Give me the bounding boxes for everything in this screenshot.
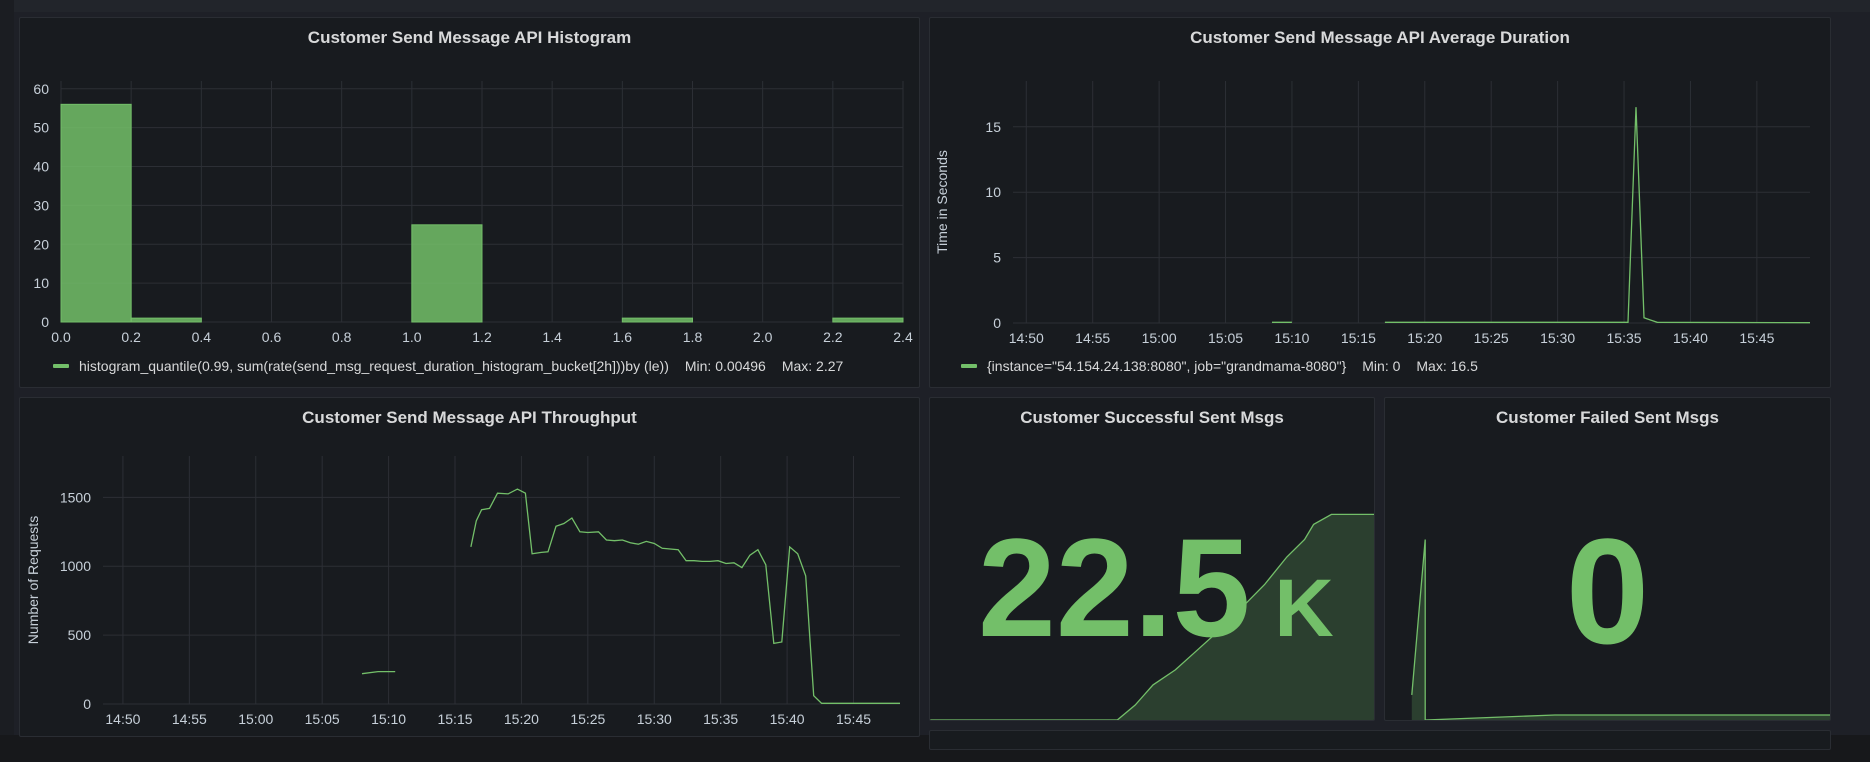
x-tick-label: 1.6 [613,329,633,345]
x-tick-label: 15:10 [1274,330,1309,346]
y-tick-label: 15 [985,119,1001,135]
x-tick-label: 0.6 [262,329,282,345]
x-tick-label: 15:35 [703,711,738,727]
stat-number: 0 [1565,507,1650,675]
x-tick-label: 15:25 [570,711,605,727]
series-color-swatch [961,364,977,368]
panel-title[interactable]: Customer Send Message API Average Durati… [1190,28,1570,47]
x-tick-label: 15:10 [371,711,406,727]
x-tick-label: 15:00 [1142,330,1177,346]
stat-value: 22.5 K [978,518,1334,658]
x-tick-label: 14:50 [1009,330,1044,346]
y-tick-label: 10 [33,275,49,291]
x-tick-label: 2.4 [893,329,913,345]
y-tick-label: 1500 [60,489,91,505]
sparkline-line [930,513,1374,720]
panel-title[interactable]: Customer Successful Sent Msgs [1020,408,1284,427]
series-line [470,488,900,704]
y-tick-label: 1000 [60,558,91,574]
avg-duration-chart: 14:50 14:55 15:00 15:05 15:10 15:15 15:20 15:25… [934,81,1811,346]
x-tick-label: 15:45 [1739,330,1774,346]
left-strip [0,0,14,762]
next-panel-edge [929,730,1831,750]
x-tick-label: 0.8 [332,329,352,345]
x-tick-label: 1.0 [402,329,422,345]
x-tick-label: 15:45 [836,711,871,727]
legend-min: Min: 0.00496 [684,358,766,374]
y-tick-label: 20 [33,236,49,252]
x-tick-label: 2.2 [823,329,843,345]
x-tick-label: 15:05 [305,711,340,727]
x-tick-label: 14:50 [105,711,140,727]
x-tick-label: 0.0 [51,329,71,345]
x-tick-label: 15:25 [1474,330,1509,346]
panel-title[interactable]: Customer Send Message API Throughput [302,408,637,427]
histogram-panel[interactable]: Customer Send Message API Histogram 0.0 0… [19,17,920,388]
histogram-chart: 0.0 0.2 0.4 0.6 0.8 1.0 1.2 1.4 1.6 1.8 2.0 2.2 2.4 0… [33,81,913,345]
successful-msgs-sparkline [930,513,1374,720]
failed-msgs-sparkline [1411,539,1830,720]
stat-number: 22.5 [978,509,1251,666]
x-tick-label: 15:15 [437,711,472,727]
legend-series-label[interactable]: {instance="54.154.24.138:8080", job="gra… [987,358,1347,374]
y-tick-label: 10 [985,184,1001,200]
x-tick-label: 1.8 [683,329,703,345]
x-tick-label: 15:40 [1673,330,1708,346]
x-tick-label: 15:20 [1407,330,1442,346]
y-axis-label: Number of Requests [25,516,41,644]
series-color-swatch [53,364,69,368]
histogram-bar [832,317,904,323]
throughput-chart: 14:50 14:55 15:00 15:05 15:10 15:15 15:20 15:25… [25,456,900,727]
legend-max: Max: 2.27 [781,358,844,374]
series-line [361,670,396,675]
x-tick-label: 15:15 [1341,330,1376,346]
successful-msgs-panel[interactable]: Customer Successful Sent Msgs 22.5 K [929,397,1375,721]
y-tick-label: 50 [33,120,49,136]
throughput-panel[interactable]: Customer Send Message API Throughput 14:… [19,397,920,737]
panel-title[interactable]: Customer Send Message API Histogram [307,28,632,47]
y-tick-label: 0 [83,696,91,712]
x-tick-label: 15:00 [238,711,273,727]
legend-min: Min: 0 [1362,358,1401,374]
stat-value: 0 [1385,516,1830,666]
x-tick-label: 1.4 [542,329,562,345]
y-tick-label: 40 [33,159,49,175]
y-tick-label: 5 [993,250,1001,266]
histogram-bar [60,103,132,323]
failed-msgs-panel[interactable]: Customer Failed Sent Msgs 0 [1384,397,1831,721]
x-tick-label: 14:55 [1075,330,1110,346]
x-tick-label: 2.0 [753,329,773,345]
x-tick-label: 15:40 [770,711,805,727]
legend-max: Max: 16.5 [1416,358,1478,374]
chart-legend[interactable]: {instance="54.154.24.138:8080", job="gra… [961,358,1478,374]
stat-unit: K [1274,563,1334,654]
panel-title[interactable]: Customer Failed Sent Msgs [1496,408,1719,427]
legend-series-label[interactable]: histogram_quantile(0.99, sum(rate(send_m… [79,358,669,374]
x-tick-label: 0.4 [192,329,212,345]
x-tick-label: 14:55 [172,711,207,727]
chart-legend[interactable]: histogram_quantile(0.99, sum(rate(send_m… [53,358,843,374]
y-tick-label: 0 [41,314,49,330]
sparkline-line [1411,539,1830,720]
y-axis-label: Time in Seconds [934,150,950,254]
x-tick-label: 1.2 [472,329,492,345]
series-line [1384,107,1811,324]
histogram-bar [130,317,202,323]
x-tick-label: 15:05 [1208,330,1243,346]
x-tick-label: 15:35 [1607,330,1642,346]
y-tick-label: 60 [33,81,49,97]
sparkline-area [930,514,1374,720]
top-bar [0,0,1870,12]
y-tick-label: 500 [68,627,92,643]
x-tick-label: 15:30 [1540,330,1575,346]
histogram-bar [621,317,693,323]
histogram-bar [411,224,483,323]
x-tick-label: 15:20 [504,711,539,727]
avg-duration-panel[interactable]: Customer Send Message API Average Durati… [929,17,1831,388]
y-tick-label: 30 [33,197,49,213]
x-tick-label: 0.2 [121,329,141,345]
y-tick-label: 0 [993,315,1001,331]
x-tick-label: 15:30 [637,711,672,727]
